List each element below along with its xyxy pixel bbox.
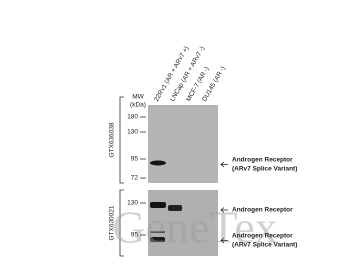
marker-label: 95 <box>131 232 139 239</box>
antibody-label: GTX636038 <box>109 122 116 157</box>
mw-label: MW <box>132 94 144 101</box>
figure: GTX636038 GTX630021 MW (kDa) GeneTex 22R… <box>0 0 359 280</box>
band-label: (ARv7 Splice Variant) <box>232 242 297 249</box>
band-label: Androgen Receptor <box>232 157 293 164</box>
mw-label: (kDa) <box>130 102 146 109</box>
marker-label: 130 <box>127 200 138 207</box>
band-label: (ARv7 Splice Variant) <box>232 166 297 173</box>
band-label: Androgen Receptor <box>232 233 293 240</box>
band <box>150 161 166 166</box>
blot-panel-top <box>148 105 218 183</box>
marker-label: 95 <box>131 156 139 163</box>
band-label: Androgen Receptor <box>232 207 293 214</box>
marker-label: 72 <box>131 175 139 182</box>
marker-label: 130 <box>127 129 138 136</box>
marker-label: 180 <box>127 114 138 121</box>
